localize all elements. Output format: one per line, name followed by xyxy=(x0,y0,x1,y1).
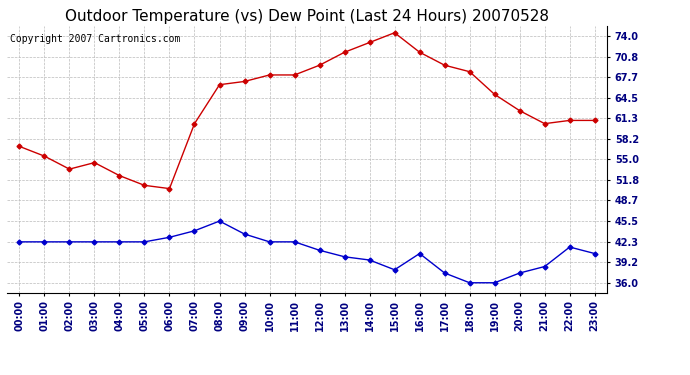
Title: Outdoor Temperature (vs) Dew Point (Last 24 Hours) 20070528: Outdoor Temperature (vs) Dew Point (Last… xyxy=(65,9,549,24)
Text: Copyright 2007 Cartronics.com: Copyright 2007 Cartronics.com xyxy=(10,34,180,44)
